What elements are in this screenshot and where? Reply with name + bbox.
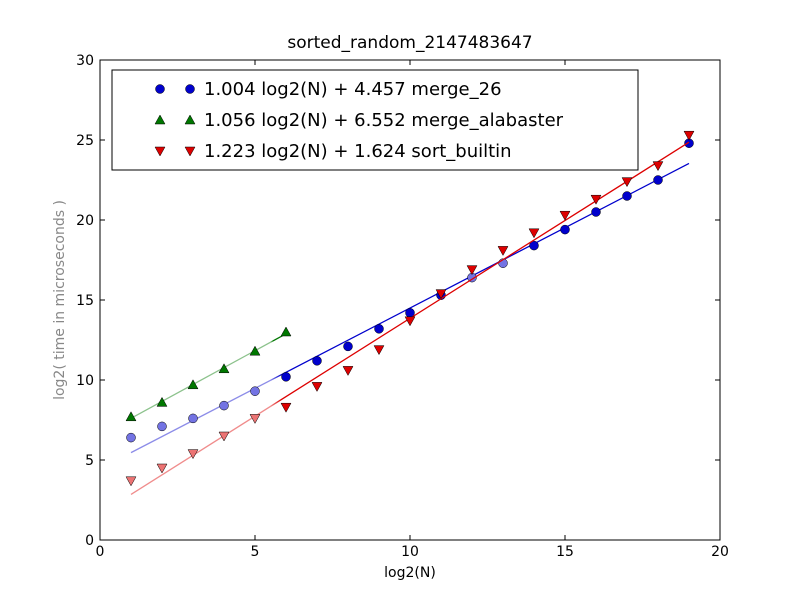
legend: 1.004 log2(N) + 4.457 merge_26 1.056 log2… xyxy=(111,69,639,171)
data-point-2 xyxy=(311,382,323,392)
data-point-2 xyxy=(280,402,292,413)
data-point-2 xyxy=(559,210,571,221)
data-point-2 xyxy=(125,476,137,487)
data-point-0 xyxy=(529,240,539,251)
legend-entry-label: 1.056 log2(N) + 6.552 merge_alabaster xyxy=(204,110,564,131)
legend-marker-right xyxy=(184,114,196,125)
data-point-2 xyxy=(404,316,416,327)
legend-box xyxy=(111,69,639,171)
data-point-1 xyxy=(280,326,292,337)
data-point-0 xyxy=(312,356,322,366)
chart-title: sorted_random_2147483647 xyxy=(287,33,532,53)
y-tick-label: 0 xyxy=(85,533,94,549)
data-point-2 xyxy=(621,177,633,188)
data-point-1 xyxy=(249,345,261,356)
data-point-2 xyxy=(218,431,230,442)
data-point-1 xyxy=(187,379,199,390)
y-tick-label: 25 xyxy=(76,133,94,149)
y-tick-label: 30 xyxy=(76,53,94,69)
x-tick-label: 10 xyxy=(401,544,419,560)
y-tick-label: 5 xyxy=(85,453,94,469)
data-point-2 xyxy=(652,161,664,172)
data-point-0 xyxy=(622,191,632,201)
legend-marker-left xyxy=(155,84,165,94)
legend-marker-right xyxy=(185,84,195,94)
data-point-1 xyxy=(156,396,168,407)
data-point-0 xyxy=(343,341,353,352)
y-tick-label: 15 xyxy=(76,293,94,309)
x-tick-label: 20 xyxy=(711,544,729,560)
legend-marker-right xyxy=(184,146,196,157)
data-point-2 xyxy=(590,194,602,205)
data-point-2 xyxy=(187,449,199,460)
fit-line-0 xyxy=(130,162,690,454)
data-point-0 xyxy=(126,432,136,443)
legend-marker-left xyxy=(154,114,166,125)
data-point-2 xyxy=(497,246,509,256)
legend-marker-left xyxy=(154,146,166,157)
axis-ticks: 0 5 10 15 20 0 5 10 15 20 25 30 xyxy=(76,53,729,560)
x-axis-label: log2(N) xyxy=(384,565,436,581)
x-tick-label: 0 xyxy=(96,544,105,560)
data-point-1 xyxy=(125,411,137,422)
fit-line-1 xyxy=(130,333,287,419)
data-point-0 xyxy=(188,413,198,424)
data-point-0 xyxy=(250,386,260,396)
data-point-2 xyxy=(528,228,540,239)
data-point-2 xyxy=(342,366,354,376)
x-tick-label: 5 xyxy=(251,544,260,560)
data-point-2 xyxy=(156,463,168,474)
data-point-0 xyxy=(560,224,570,235)
data-point-0 xyxy=(157,421,167,432)
plot-data-layer xyxy=(125,130,695,495)
x-tick-label: 15 xyxy=(556,544,574,560)
y-tick-label: 20 xyxy=(76,213,94,229)
y-axis-label: log2( time in microseconds ) xyxy=(52,200,68,400)
data-point-0 xyxy=(591,207,601,217)
data-point-0 xyxy=(219,400,229,411)
y-tick-label: 10 xyxy=(76,373,94,389)
data-point-2 xyxy=(435,289,447,300)
data-point-2 xyxy=(373,345,385,356)
data-point-2 xyxy=(683,130,695,141)
data-point-2 xyxy=(249,414,261,424)
legend-entry-label: 1.223 log2(N) + 1.624 sort_builtin xyxy=(204,141,512,162)
data-point-0 xyxy=(653,175,663,185)
data-point-0 xyxy=(374,324,384,334)
legend-entry-label: 1.004 log2(N) + 4.457 merge_26 xyxy=(204,79,502,100)
data-point-2 xyxy=(466,265,478,276)
data-point-0 xyxy=(281,372,291,382)
data-point-1 xyxy=(218,363,230,374)
